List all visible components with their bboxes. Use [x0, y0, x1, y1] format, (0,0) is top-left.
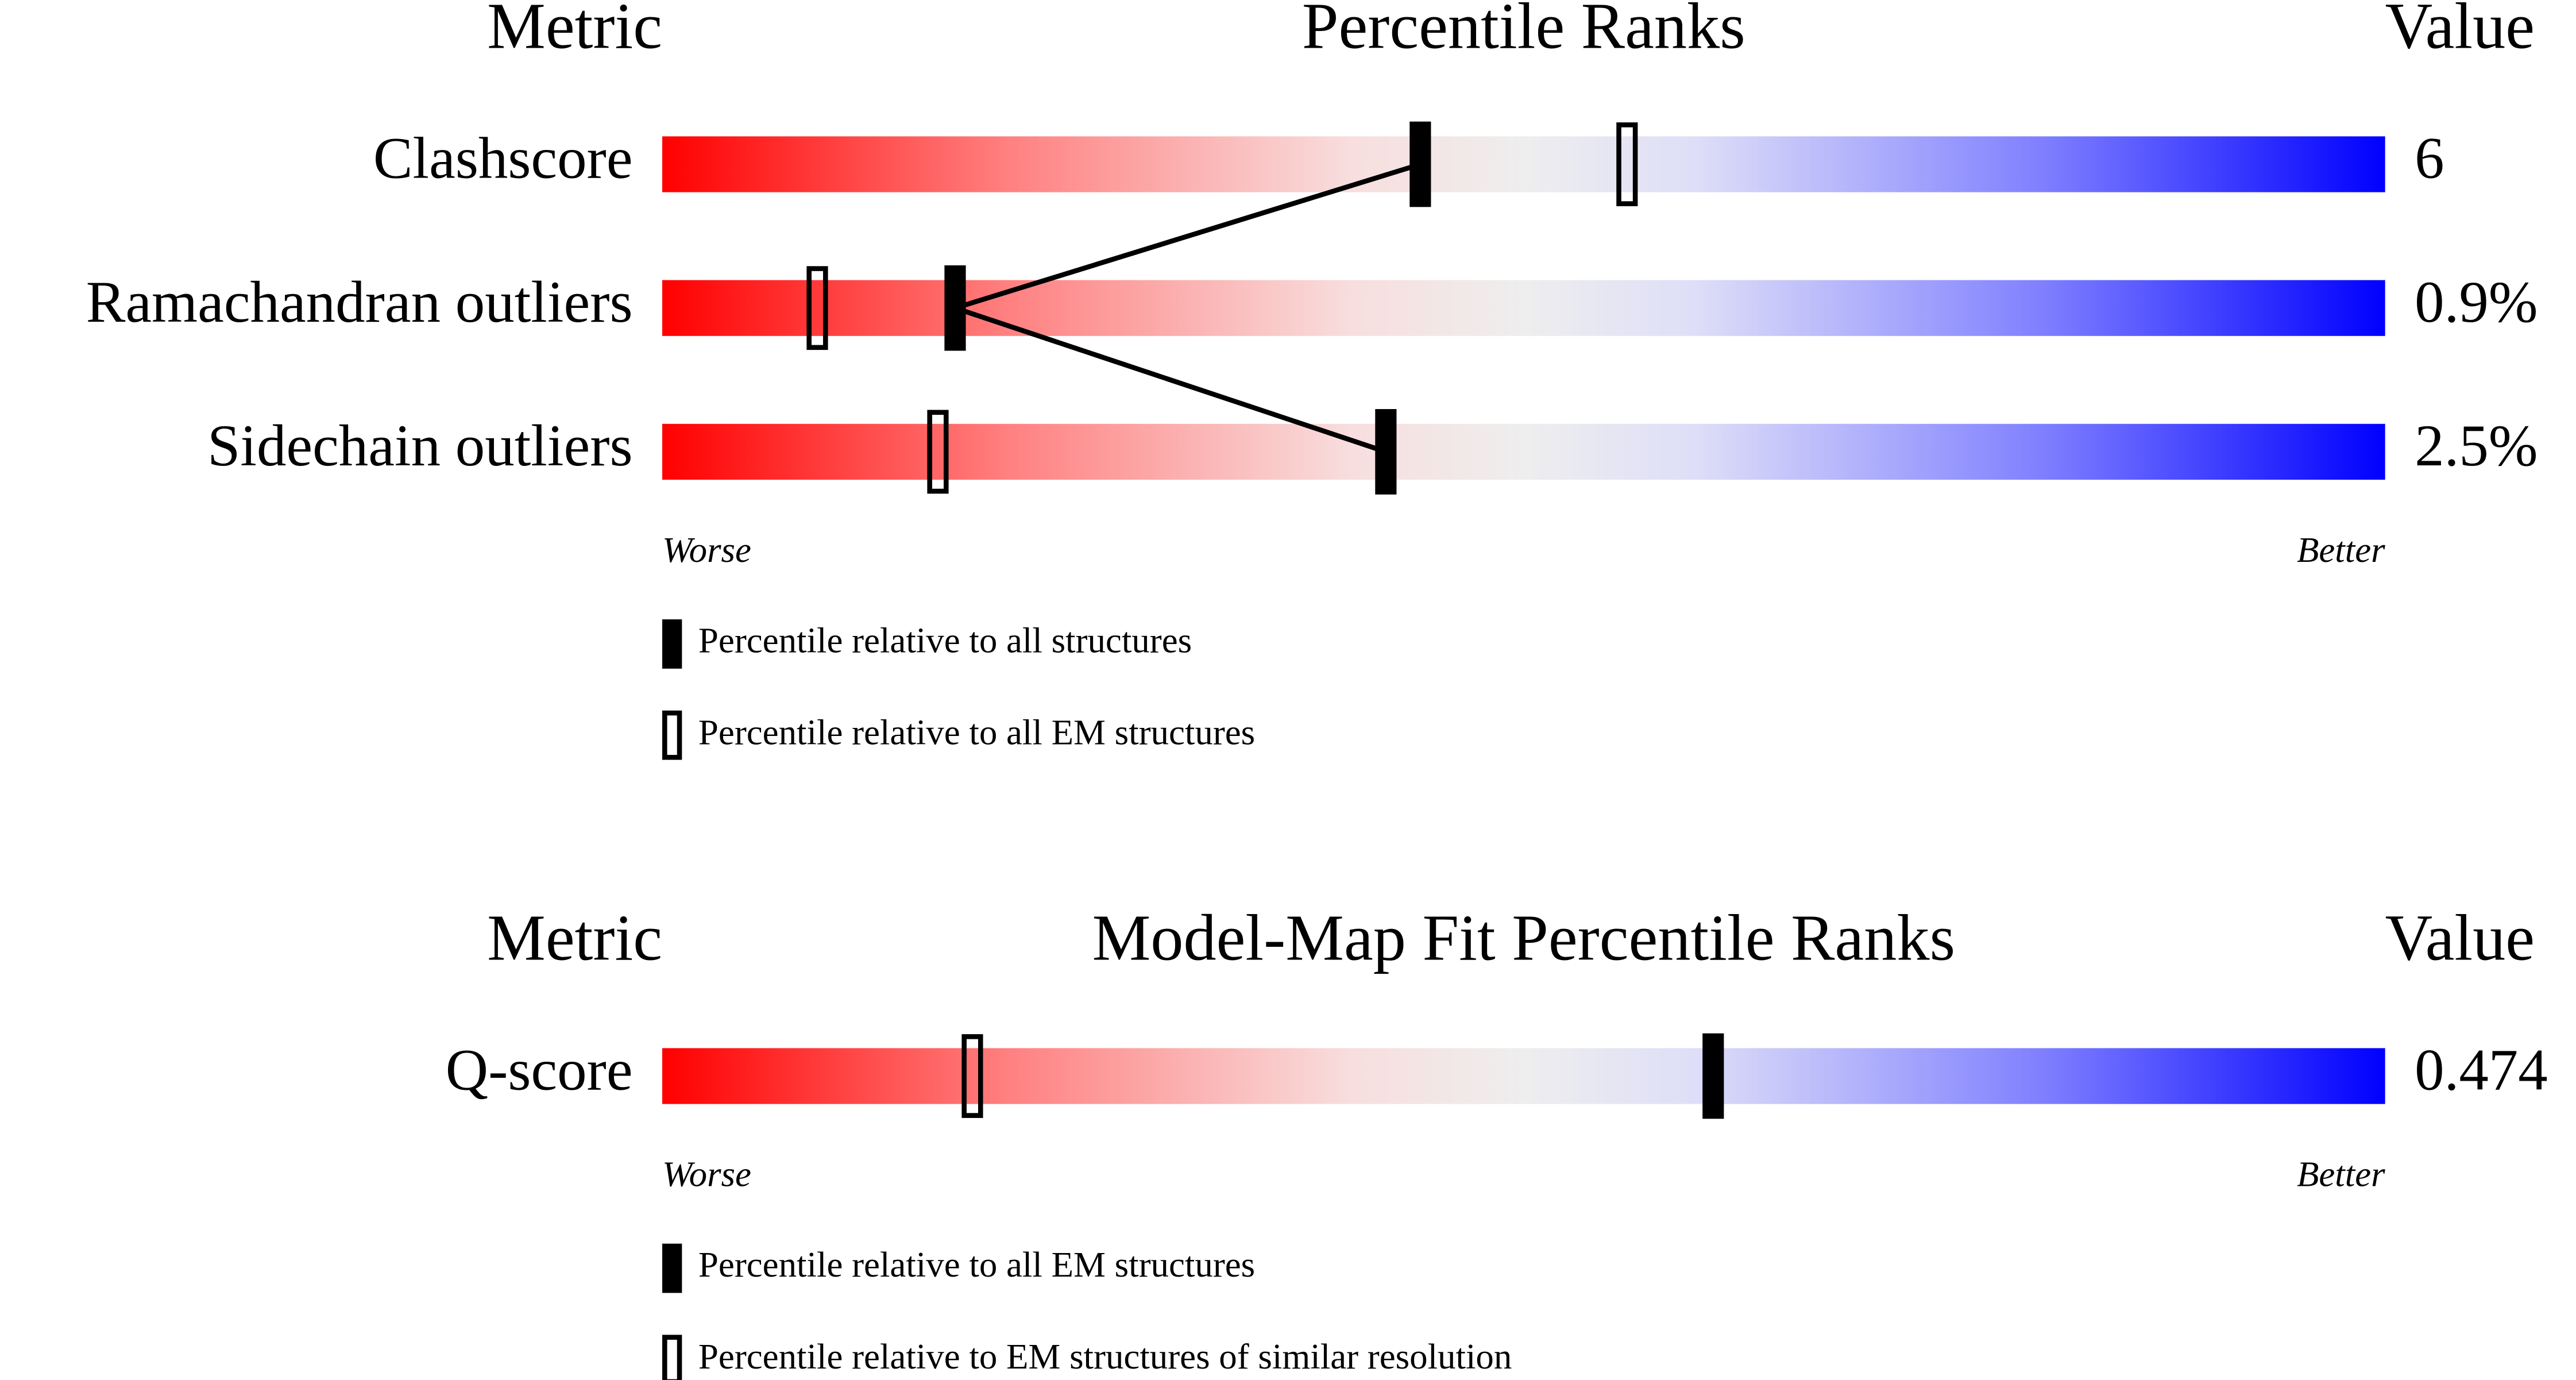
legend-filled-icon [662, 619, 682, 669]
legend-filled-icon [662, 1243, 682, 1293]
metric-value: 0.474 [2415, 1038, 2548, 1103]
slider-bar [662, 136, 2385, 192]
metric-label: Ramachandran outliers [86, 269, 633, 335]
panel-title: Model-Map Fit Percentile Ranks [1092, 901, 1956, 974]
legend-open-icon [662, 710, 682, 760]
better-label: Better [2297, 530, 2385, 570]
metric-value: 6 [2415, 126, 2444, 191]
better-label: Better [2297, 1154, 2385, 1194]
worse-label: Worse [662, 1154, 751, 1194]
metric-label: Clashscore [373, 126, 633, 191]
connector [954, 161, 1422, 311]
filled-marker [944, 265, 966, 351]
slider-bar [662, 1048, 2385, 1104]
legend-open-icon [662, 1335, 682, 1380]
slider-bar [662, 280, 2385, 336]
metric-value: 2.5% [2415, 413, 2538, 479]
open-marker [1616, 122, 1638, 206]
value-header: Value [2385, 0, 2535, 62]
legend-label: Percentile relative to all structures [698, 620, 1192, 660]
open-marker [961, 1034, 983, 1118]
connector [954, 306, 1387, 454]
panel-title: Percentile Ranks [1302, 0, 1745, 62]
value-header: Value [2385, 901, 2535, 974]
legend-label: Percentile relative to all EM structures [698, 712, 1255, 753]
filled-marker [1375, 409, 1397, 495]
metric-header: Metric [487, 901, 662, 974]
legend-label: Percentile relative to EM structures of … [698, 1336, 1512, 1377]
metric-value: 0.9% [2415, 269, 2538, 335]
metric-label: Q-score [446, 1038, 633, 1103]
open-marker [927, 410, 949, 494]
metric-label: Sidechain outliers [207, 413, 632, 479]
filled-marker [1409, 121, 1431, 207]
slider-bar [662, 423, 2385, 480]
metric-header: Metric [487, 0, 662, 62]
worse-label: Worse [662, 530, 751, 570]
filled-marker [1702, 1033, 1724, 1119]
legend-label: Percentile relative to all EM structures [698, 1244, 1255, 1285]
open-marker [806, 266, 828, 350]
